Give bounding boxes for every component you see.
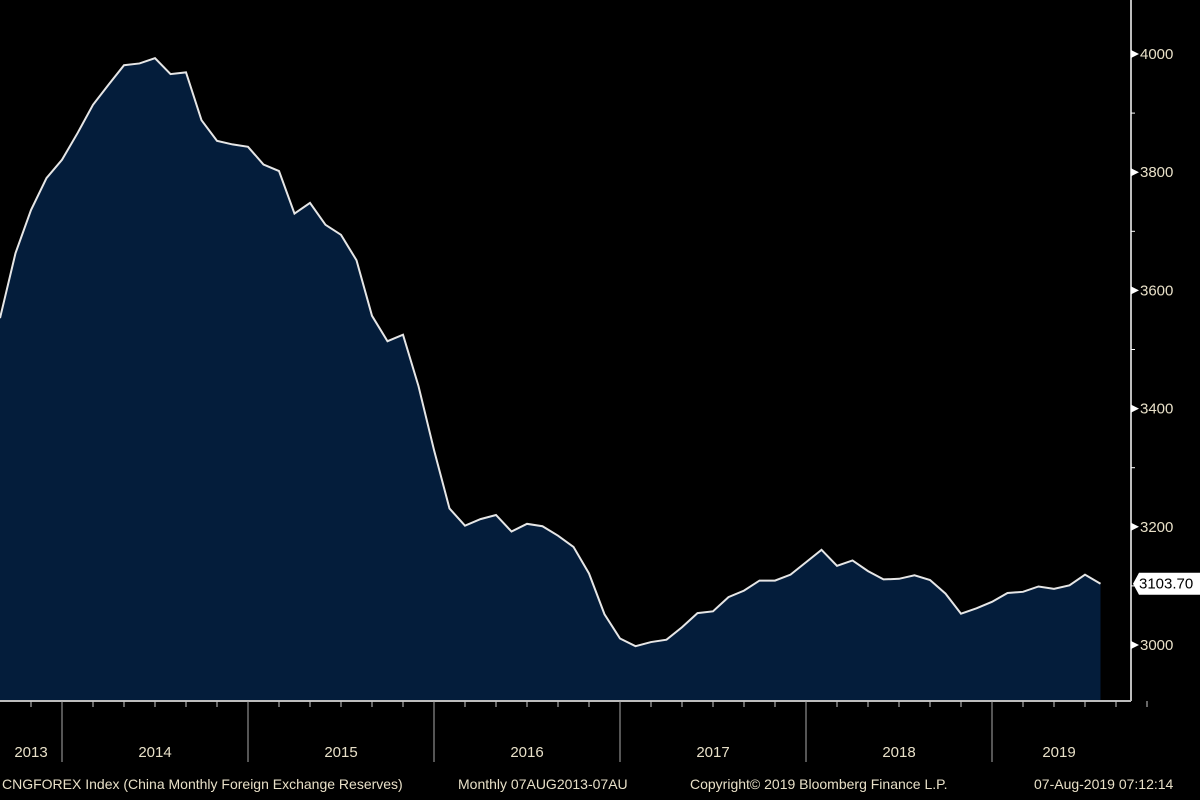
y-tick-marker bbox=[1131, 404, 1139, 413]
x-tick-label: 2016 bbox=[510, 744, 543, 761]
y-tick-label: 3400 bbox=[1140, 401, 1173, 418]
reserves-area bbox=[0, 58, 1101, 701]
y-tick-marker bbox=[1131, 286, 1139, 295]
x-axis: 2013 2014 2015 2016 2017 2018 2019 bbox=[0, 700, 1148, 762]
footer-timestamp: 07-Aug-2019 07:12:14 bbox=[1034, 776, 1174, 792]
footer-frequency: Monthly 07AUG2013-07AU bbox=[458, 776, 628, 792]
y-tick-marker bbox=[1131, 50, 1139, 58]
x-tick-label: 2014 bbox=[138, 744, 171, 761]
reserves-line bbox=[0, 56, 1102, 648]
y-tick-label: 3200 bbox=[1140, 519, 1173, 536]
y-tick-label: 3800 bbox=[1140, 164, 1173, 181]
x-tick-label: 2013 bbox=[14, 744, 47, 761]
x-tick-label: 2019 bbox=[1042, 744, 1075, 761]
x-tick-label: 2017 bbox=[696, 744, 729, 761]
last-value-marker: 3103.70 bbox=[1133, 572, 1200, 595]
x-tick-label: 2015 bbox=[324, 744, 357, 761]
y-tick-label: 3000 bbox=[1140, 637, 1173, 654]
last-value-box bbox=[1133, 572, 1200, 595]
footer-copyright: Copyright© 2019 Bloomberg Finance L.P. bbox=[690, 776, 948, 792]
y-tick-marker bbox=[1131, 168, 1139, 177]
y-tick-label: 4000 bbox=[1140, 46, 1173, 63]
y-tick-marker bbox=[1131, 522, 1139, 531]
y-tick-label: 3600 bbox=[1140, 282, 1173, 299]
footer-title: CNGFOREX Index (China Monthly Foreign Ex… bbox=[2, 776, 403, 792]
y-tick-marker bbox=[1131, 641, 1139, 649]
last-value-label: 3103.70 bbox=[1139, 576, 1193, 593]
y-axis: 3000 3200 3400 3600 3800 4000 bbox=[1130, 0, 1173, 701]
x-tick-label: 2018 bbox=[882, 744, 915, 761]
